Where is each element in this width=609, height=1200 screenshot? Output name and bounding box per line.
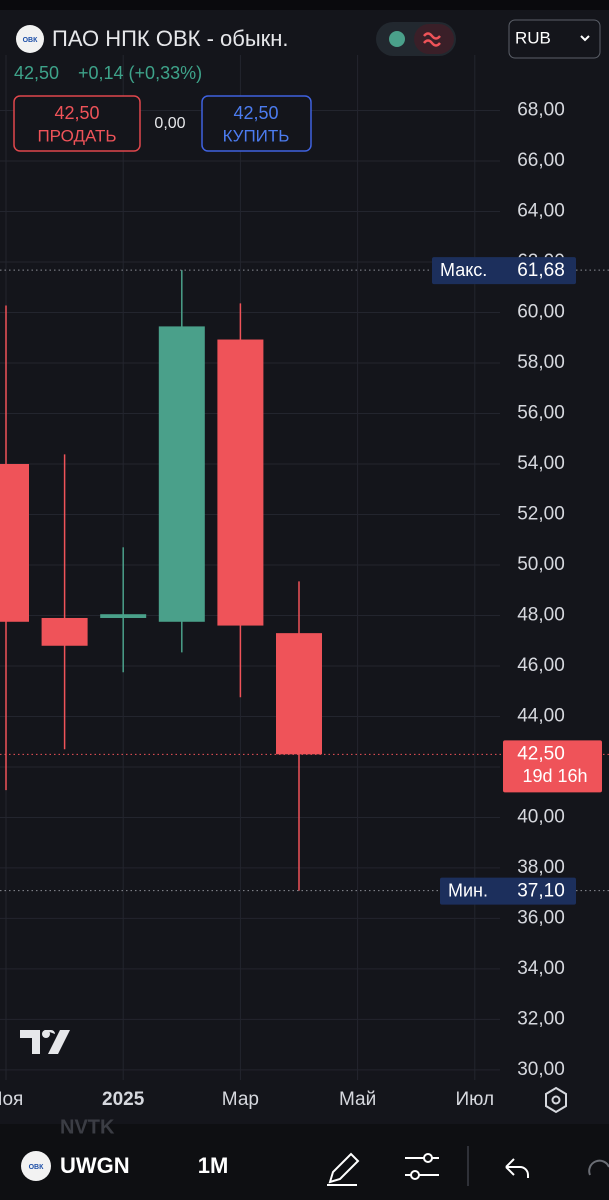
buy-label: КУПИТЬ — [223, 126, 290, 145]
tv-logo-dot — [42, 1030, 50, 1038]
indicators-knob — [410, 1170, 420, 1180]
last-countdown: 19d 16h — [522, 766, 587, 786]
y-tick-label: 60,00 — [517, 302, 565, 323]
chevron — [580, 35, 590, 42]
min-label: Мин. — [448, 880, 488, 900]
draw-icon[interactable] — [327, 1152, 360, 1186]
currency: RUB — [515, 28, 551, 47]
toggle-dot — [389, 31, 405, 47]
min-value: 37,10 — [517, 881, 565, 902]
y-tick-label: 38,00 — [517, 857, 565, 878]
settings-icon[interactable] — [545, 1086, 567, 1114]
y-tick-label: 48,00 — [517, 604, 565, 625]
y-tick-label: 58,00 — [517, 352, 565, 373]
x-tick-label: 2025 — [102, 1089, 145, 1110]
settings-icon-dot — [551, 1095, 561, 1105]
spread: 0,00 — [154, 115, 185, 132]
logo — [16, 25, 44, 53]
status-bar — [0, 0, 609, 10]
buy-button[interactable] — [201, 95, 312, 152]
symbol[interactable]: UWGN — [60, 1153, 130, 1178]
y-tick-label: 52,00 — [517, 503, 565, 524]
candle-body — [41, 617, 88, 646]
x-tick-label: Май — [339, 1089, 376, 1110]
y-tick-label: 34,00 — [517, 958, 565, 979]
y-tick-label: 56,00 — [517, 403, 565, 424]
x-tick-label: Мар — [222, 1089, 259, 1110]
title: ПАО НПК ОВК - обыкн. — [52, 26, 289, 51]
y-tick-label: 50,00 — [517, 554, 565, 575]
x-tick-label: Ноя — [0, 1089, 23, 1110]
max-value: 61,68 — [517, 260, 565, 281]
toggle-icon — [423, 32, 441, 47]
x-tick-label: Июл — [456, 1089, 495, 1110]
toolbar — [0, 1124, 609, 1200]
y-tick-label: 36,00 — [517, 907, 565, 928]
candle-body — [276, 633, 322, 755]
toolbar-logo — [21, 1151, 51, 1181]
price: 42,50 — [14, 63, 59, 83]
buy-price: 42,50 — [233, 103, 278, 123]
candle-body — [158, 326, 205, 622]
y-tick-label: 46,00 — [517, 655, 565, 676]
max-badge — [432, 257, 576, 285]
last-value: 42,50 — [517, 743, 565, 764]
redo-icon[interactable] — [588, 1159, 609, 1176]
y-tick-label: 44,00 — [517, 705, 565, 726]
y-tick-label: 68,00 — [517, 100, 565, 121]
y-tick-label: 32,00 — [517, 1008, 565, 1029]
sell-price: 42,50 — [54, 103, 99, 123]
y-tick-label: 66,00 — [517, 150, 565, 171]
logo-text: ОВК — [23, 37, 39, 44]
change: +0,14 (+0,33%) — [78, 63, 202, 83]
y-tick-label: 40,00 — [517, 806, 565, 827]
candle-body — [100, 614, 147, 618]
max-label: Макс. — [440, 260, 487, 280]
plot — [0, 269, 609, 892]
toolbar-logo-text: ОВК — [29, 1164, 45, 1171]
y-tick-label: 54,00 — [517, 453, 565, 474]
y-tick-label: 64,00 — [517, 201, 565, 222]
sell-label: ПРОДАТЬ — [37, 126, 116, 145]
indicators-knob — [423, 1153, 433, 1163]
min-badge — [440, 877, 576, 905]
interval[interactable]: 1M — [198, 1153, 229, 1178]
ghost-symbol: NVTK — [60, 1116, 115, 1138]
tv-logo — [20, 1030, 70, 1054]
sell-button[interactable] — [13, 95, 141, 152]
currency-button[interactable] — [508, 19, 601, 59]
undo-icon[interactable] — [505, 1158, 529, 1178]
last-badge — [503, 740, 602, 793]
candle-body — [0, 463, 29, 622]
candle-body — [217, 339, 264, 626]
y-tick-label: 30,00 — [517, 1059, 565, 1080]
